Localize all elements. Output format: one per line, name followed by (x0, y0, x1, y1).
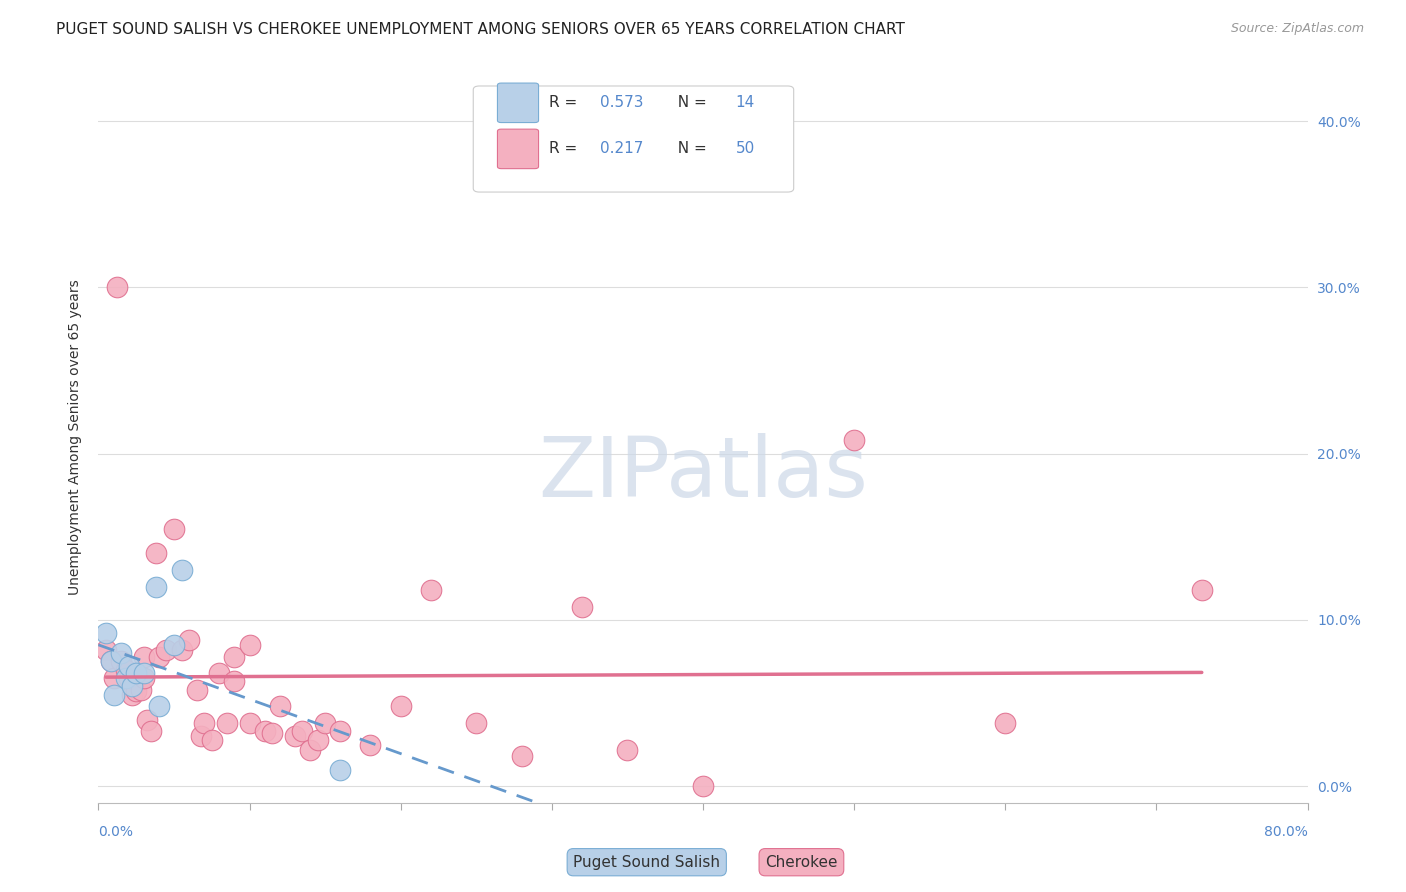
Point (299, 742, 322, 756)
Point (420, 582, 443, 597)
Text: R =: R = (550, 95, 582, 111)
Text: 80.0%: 80.0% (1264, 825, 1308, 839)
Point (291, 724, 314, 739)
Point (1191, 582, 1213, 597)
Point (193, 716, 215, 731)
Y-axis label: Unemployment Among Seniors over 65 years: Unemployment Among Seniors over 65 years (67, 279, 82, 595)
Point (616, 742, 638, 756)
FancyBboxPatch shape (498, 129, 538, 169)
Text: 50: 50 (735, 142, 755, 156)
Point (125, 666, 148, 681)
Point (148, 649, 170, 664)
Point (224, 649, 246, 664)
Point (155, 643, 177, 657)
Point (132, 666, 155, 681)
Point (215, 716, 238, 731)
Point (465, 716, 488, 731)
Point (284, 729, 307, 743)
Text: N =: N = (668, 95, 711, 111)
FancyBboxPatch shape (498, 83, 538, 122)
Point (145, 546, 167, 560)
Point (994, 716, 1017, 731)
Point (103, 671, 125, 685)
FancyBboxPatch shape (474, 86, 793, 192)
Text: PUGET SOUND SALISH VS CHEROKEE UNEMPLOYMENT AMONG SENIORS OVER 65 YEARS CORRELAT: PUGET SOUND SALISH VS CHEROKEE UNEMPLOYM… (56, 22, 905, 37)
Point (510, 749, 533, 764)
Point (253, 724, 276, 739)
Point (314, 716, 336, 731)
Point (110, 646, 132, 660)
Point (114, 663, 136, 677)
Point (179, 632, 201, 647)
Point (118, 671, 141, 685)
Point (121, 688, 143, 702)
Point (360, 738, 382, 752)
Point (141, 724, 163, 739)
Point (329, 724, 352, 739)
Point (132, 671, 155, 685)
Text: Puget Sound Salish: Puget Sound Salish (574, 855, 720, 870)
Point (125, 684, 148, 698)
Point (105, 280, 128, 294)
Point (307, 732, 329, 747)
Text: Source: ZipAtlas.com: Source: ZipAtlas.com (1230, 22, 1364, 36)
Point (145, 580, 167, 594)
Text: 0.573: 0.573 (600, 95, 644, 111)
Text: Cherokee: Cherokee (765, 855, 838, 870)
Text: ZIPatlas: ZIPatlas (538, 434, 868, 514)
Point (571, 599, 593, 614)
Point (103, 688, 125, 702)
Point (148, 699, 170, 714)
Point (190, 729, 212, 743)
Point (132, 649, 155, 664)
Point (170, 643, 193, 657)
Point (692, 779, 714, 793)
Text: N =: N = (668, 142, 711, 156)
Point (114, 671, 136, 685)
Text: R =: R = (550, 142, 582, 156)
Point (389, 699, 412, 714)
Point (186, 682, 208, 697)
Point (224, 674, 246, 689)
Point (269, 699, 291, 714)
Point (170, 563, 193, 577)
Text: 0.0%: 0.0% (98, 825, 134, 839)
Point (100, 655, 122, 669)
Text: 14: 14 (735, 95, 755, 111)
Point (121, 680, 143, 694)
Point (329, 763, 352, 777)
Point (94, 626, 117, 640)
Text: 0.217: 0.217 (600, 142, 644, 156)
Point (163, 521, 186, 535)
Point (129, 682, 152, 697)
Point (262, 726, 284, 740)
Point (94, 643, 117, 657)
Point (163, 638, 186, 652)
Point (239, 638, 262, 652)
Point (118, 659, 141, 673)
Point (239, 716, 262, 731)
Point (100, 655, 122, 669)
Point (135, 713, 157, 727)
Point (201, 732, 224, 747)
Point (110, 655, 132, 669)
Point (844, 434, 866, 448)
Point (208, 666, 231, 681)
